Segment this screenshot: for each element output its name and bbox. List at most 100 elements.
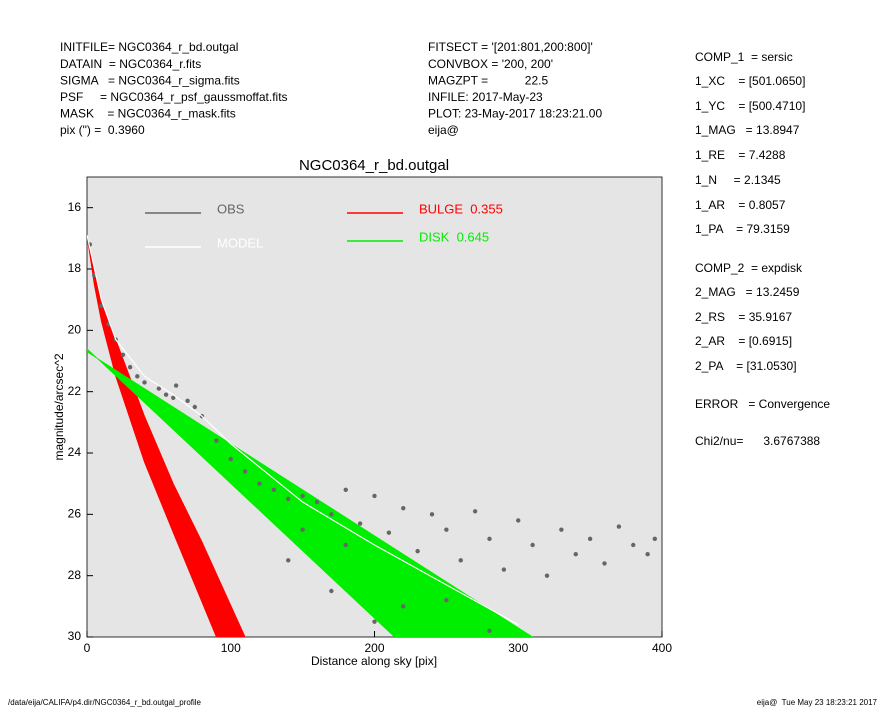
legend-label: DISK 0.645 xyxy=(419,229,489,244)
header-left-line: PSF = NGC0364_r_psf_gaussmoffat.fits xyxy=(60,90,288,104)
obs-point xyxy=(99,303,104,308)
x-tick-label: 100 xyxy=(221,641,241,655)
obs-point xyxy=(343,487,348,492)
component-band xyxy=(87,235,246,637)
header-left-line: SIGMA = NGC0364_r_sigma.fits xyxy=(60,73,240,87)
header-right-line: 1_PA = 79.3159 xyxy=(695,222,790,236)
header-right-line: 1_MAG = 13.8947 xyxy=(695,123,800,137)
model-line xyxy=(87,235,519,626)
header-left-line: DATAIN = NGC0364_r.fits xyxy=(60,57,201,71)
obs-point xyxy=(163,392,169,397)
obs-point xyxy=(559,527,564,532)
header-right-line: 1_YC = [500.4710] xyxy=(695,99,805,113)
obs-point xyxy=(516,518,521,523)
obs-point xyxy=(192,404,198,410)
obs-point xyxy=(271,487,277,492)
obs-point xyxy=(587,536,593,542)
obs-point xyxy=(386,530,392,535)
obs-point xyxy=(501,567,507,572)
component-band xyxy=(87,348,534,637)
header-middle-line: INFILE: 2017-May-23 xyxy=(428,90,543,104)
obs-point xyxy=(401,604,406,609)
obs-point xyxy=(142,380,147,385)
x-tick-label: 0 xyxy=(84,641,91,655)
header-right-line: COMP_2 = expdisk xyxy=(695,261,803,275)
header-right-line: 2_PA = [31.0530] xyxy=(695,359,797,373)
x-axis-label: Distance along sky [pix] xyxy=(311,654,437,668)
obs-point xyxy=(487,536,492,542)
obs-point xyxy=(401,506,406,511)
footer-left: /data/eija/CALIFA/p4.dir/NGC0364_r_bd.ou… xyxy=(8,698,202,707)
obs-point xyxy=(185,398,190,404)
obs-point xyxy=(214,438,219,443)
y-tick-label: 30 xyxy=(68,629,82,643)
y-tick-label: 24 xyxy=(68,445,82,459)
obs-point xyxy=(329,588,334,594)
header-left-line: INITFILE= NGC0364_r_bd.outgal xyxy=(60,40,238,54)
y-tick-label: 28 xyxy=(68,568,82,582)
header-right-line: COMP_1 = sersic xyxy=(695,50,793,64)
header-middle-line: MAGZPT = 22.5 xyxy=(428,73,548,87)
obs-point xyxy=(127,364,133,370)
y-axis-label: magnitude/arcsec^2 xyxy=(52,353,66,460)
obs-point xyxy=(135,374,140,379)
y-tick-label: 20 xyxy=(68,323,82,337)
header-middle-line: PLOT: 23-May-2017 18:23:21.00 xyxy=(428,107,602,121)
obs-point xyxy=(171,395,176,400)
obs-point xyxy=(602,561,607,566)
footer-right: eija@ Tue May 23 18:23:21 2017 xyxy=(757,698,878,707)
header-right-line: 1_AR = 0.8057 xyxy=(695,198,786,212)
y-tick-label: 26 xyxy=(68,507,82,521)
legend-label: BULGE 0.355 xyxy=(419,201,503,216)
obs-point xyxy=(120,352,126,358)
header-right-line: Chi2/nu= 3.6767388 xyxy=(695,434,820,448)
obs-point xyxy=(300,527,305,532)
x-tick-label: 200 xyxy=(364,641,384,655)
obs-point xyxy=(652,536,658,542)
chart-title: NGC0364_r_bd.outgal xyxy=(299,157,449,174)
obs-point xyxy=(444,527,449,532)
obs-point xyxy=(242,469,248,474)
header-left-line: pix (") = 0.3960 xyxy=(60,123,145,137)
header-middle-line: FITSECT = '[201:801,200:800]' xyxy=(428,40,593,54)
header-middle-line: eija@ xyxy=(428,123,459,137)
obs-point xyxy=(329,512,334,517)
obs-point xyxy=(300,493,305,499)
y-tick-label: 16 xyxy=(68,200,82,214)
obs-point xyxy=(616,524,622,529)
obs-point xyxy=(228,456,233,462)
y-tick-label: 18 xyxy=(68,261,82,275)
obs-point xyxy=(544,573,550,578)
x-tick-label: 400 xyxy=(652,641,672,655)
header-right-line: 1_N = 2.1345 xyxy=(695,173,781,187)
legend-label: OBS xyxy=(217,201,245,216)
obs-point xyxy=(645,552,650,557)
y-tick-label: 22 xyxy=(68,384,82,398)
legend-label: MODEL xyxy=(217,235,263,250)
header-right-line: 1_RE = 7.4288 xyxy=(695,148,786,162)
obs-point xyxy=(530,542,535,548)
obs-point xyxy=(343,542,348,548)
obs-point xyxy=(286,558,291,563)
header-right-line: 2_AR = [0.6915] xyxy=(695,334,792,348)
obs-point xyxy=(472,509,478,514)
obs-point xyxy=(458,558,463,563)
obs-point xyxy=(286,496,291,502)
header-right-line: 2_RS = 35.9167 xyxy=(695,310,792,324)
obs-point xyxy=(314,499,320,505)
obs-point xyxy=(357,521,363,526)
obs-point xyxy=(444,598,449,603)
obs-point xyxy=(257,481,262,486)
obs-point xyxy=(429,512,435,517)
obs-point xyxy=(573,552,578,557)
obs-point xyxy=(372,619,377,624)
header-right-line: 2_MAG = 13.2459 xyxy=(695,285,800,299)
header-right-line: 1_XC = [501.0650] xyxy=(695,74,805,88)
x-tick-label: 300 xyxy=(508,641,528,655)
obs-point xyxy=(487,628,492,634)
header-middle-line: CONVBOX = '200, 200' xyxy=(428,57,553,71)
header-right-line: ERROR = Convergence xyxy=(695,397,830,411)
obs-point xyxy=(415,548,420,554)
obs-point xyxy=(173,383,179,388)
